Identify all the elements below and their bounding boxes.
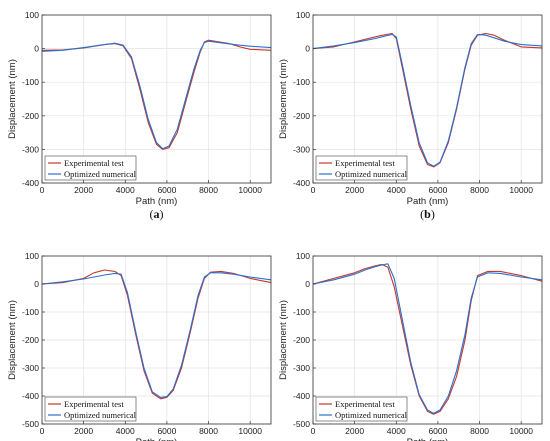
y-tick-label: -100	[293, 307, 310, 317]
x-tick-label: 8000	[470, 426, 489, 436]
y-tick-label: 100	[25, 251, 39, 261]
x-axis-label: Path (nm)	[136, 196, 178, 207]
x-tick-label: 6000	[157, 185, 176, 195]
series-line-experimental	[312, 32, 543, 168]
panel-label: (a)	[150, 207, 164, 221]
x-tick-label: 4000	[387, 185, 406, 195]
panel-label: (b)	[420, 207, 435, 221]
series-line-numerical	[41, 40, 272, 150]
y-tick-label: 0	[305, 44, 310, 54]
x-tick-label: 10000	[509, 185, 533, 195]
series-line-experimental	[41, 269, 272, 400]
y-tick-label: -400	[293, 391, 310, 401]
x-tick-label: 10000	[238, 185, 262, 195]
series-line-numerical	[312, 33, 543, 167]
x-tick-label: 2000	[74, 426, 93, 436]
x-axis-label: Path (nm)	[136, 437, 178, 441]
x-tick-label: 8000	[199, 426, 218, 436]
y-axis-label: Displacement (nm)	[278, 59, 289, 139]
x-tick-label: 10000	[509, 426, 533, 436]
y-tick-label: 0	[34, 44, 39, 54]
x-tick-label: 2000	[345, 185, 364, 195]
x-tick-label: 6000	[428, 185, 447, 195]
y-tick-label: -400	[22, 178, 39, 188]
x-tick-label: 0	[311, 185, 316, 195]
legend-label-experimental: Experimental test	[64, 399, 124, 409]
y-tick-label: -200	[293, 335, 310, 345]
y-axis-label: Displacement (nm)	[7, 300, 18, 380]
legend-box	[315, 396, 408, 422]
x-tick-label: 6000	[428, 426, 447, 436]
y-tick-label: -200	[22, 335, 39, 345]
x-tick-label: 10000	[238, 426, 262, 436]
legend-label-experimental: Experimental test	[335, 158, 395, 168]
y-tick-label: -300	[293, 144, 310, 154]
y-tick-label: -100	[22, 307, 39, 317]
y-tick-label: 0	[34, 279, 39, 289]
x-tick-label: 0	[40, 185, 45, 195]
x-tick-label: 2000	[74, 185, 93, 195]
x-tick-label: 6000	[157, 426, 176, 436]
y-tick-label: -300	[22, 144, 39, 154]
chart-panel-a: 0 2000 4000 6000 8000 10000 100 0 -100 -200 -300 -4…	[7, 10, 272, 221]
series-line-numerical	[312, 263, 543, 414]
x-tick-label: 0	[40, 426, 45, 436]
legend-label-experimental: Experimental test	[64, 158, 124, 168]
legend-box	[44, 396, 137, 422]
legend-label-numerical: Optimized numerical	[64, 169, 137, 179]
x-tick-label: 4000	[387, 426, 406, 436]
axes-frame	[41, 14, 272, 184]
x-tick-label: 2000	[345, 426, 364, 436]
y-tick-label: -400	[293, 178, 310, 188]
legend-box	[315, 155, 408, 181]
y-axis-label: Displacement (nm)	[278, 300, 289, 380]
y-tick-label: -300	[293, 363, 310, 373]
y-tick-label: 100	[25, 10, 39, 20]
y-tick-label: -200	[293, 111, 310, 121]
y-tick-label: 100	[296, 10, 310, 20]
y-tick-label: -200	[22, 111, 39, 121]
chart-panel-b: 0 2000 4000 6000 8000 10000 100 0 -100 -200 -300 -4…	[278, 10, 543, 221]
x-tick-label: 4000	[116, 426, 135, 436]
x-axis-label: Path (nm)	[407, 196, 449, 207]
y-tick-label: -100	[22, 77, 39, 87]
series-line-experimental	[312, 263, 543, 415]
series-line-numerical	[41, 272, 272, 398]
y-tick-label: -500	[22, 419, 39, 429]
legend-label-numerical: Optimized numerical	[335, 169, 408, 179]
y-axis-label: Displacement (nm)	[7, 59, 18, 139]
y-tick-label: -400	[22, 391, 39, 401]
legend-label-numerical: Optimized numerical	[335, 410, 408, 420]
chart-panel-c: 0 2000 4000 6000 8000 10000 100 0 -100 -200 -300 -4…	[7, 251, 272, 441]
y-tick-label: -300	[22, 363, 39, 373]
y-tick-label: 0	[305, 279, 310, 289]
y-tick-label: -100	[293, 77, 310, 87]
y-tick-label: -500	[293, 419, 310, 429]
plot-area	[42, 15, 271, 183]
legend-label-numerical: Optimized numerical	[64, 410, 137, 420]
x-axis-label: Path (nm)	[407, 437, 449, 441]
legend-label-experimental: Experimental test	[335, 399, 395, 409]
axes-frame	[312, 14, 543, 184]
y-tick-label: 100	[296, 251, 310, 261]
x-tick-label: 8000	[199, 185, 218, 195]
x-tick-label: 0	[311, 426, 316, 436]
x-tick-label: 4000	[116, 185, 135, 195]
chart-panel-d: 0 2000 4000 6000 8000 10000 100 0 -100 -200 -300 -4…	[278, 251, 543, 441]
legend-box	[44, 155, 137, 181]
x-tick-label: 8000	[470, 185, 489, 195]
